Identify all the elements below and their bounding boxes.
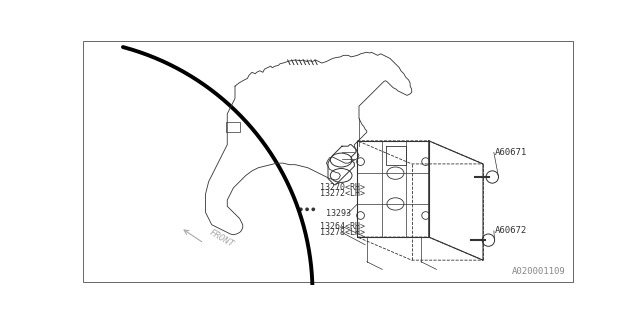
Text: 13270<RH>: 13270<RH>: [320, 182, 365, 191]
Text: A020001109: A020001109: [511, 267, 565, 276]
Text: A60672: A60672: [495, 227, 527, 236]
Text: 13278<LH>: 13278<LH>: [320, 228, 365, 237]
Text: 13264<RH>: 13264<RH>: [320, 222, 365, 231]
Text: FRONT: FRONT: [208, 228, 236, 249]
Circle shape: [312, 208, 314, 211]
Circle shape: [482, 234, 495, 246]
Text: A60671: A60671: [495, 148, 527, 157]
Circle shape: [486, 171, 499, 183]
Circle shape: [306, 208, 308, 211]
Bar: [226, 122, 239, 132]
Circle shape: [300, 208, 302, 211]
Text: 13272<LH>: 13272<LH>: [320, 189, 365, 198]
Text: 13293: 13293: [326, 209, 351, 218]
